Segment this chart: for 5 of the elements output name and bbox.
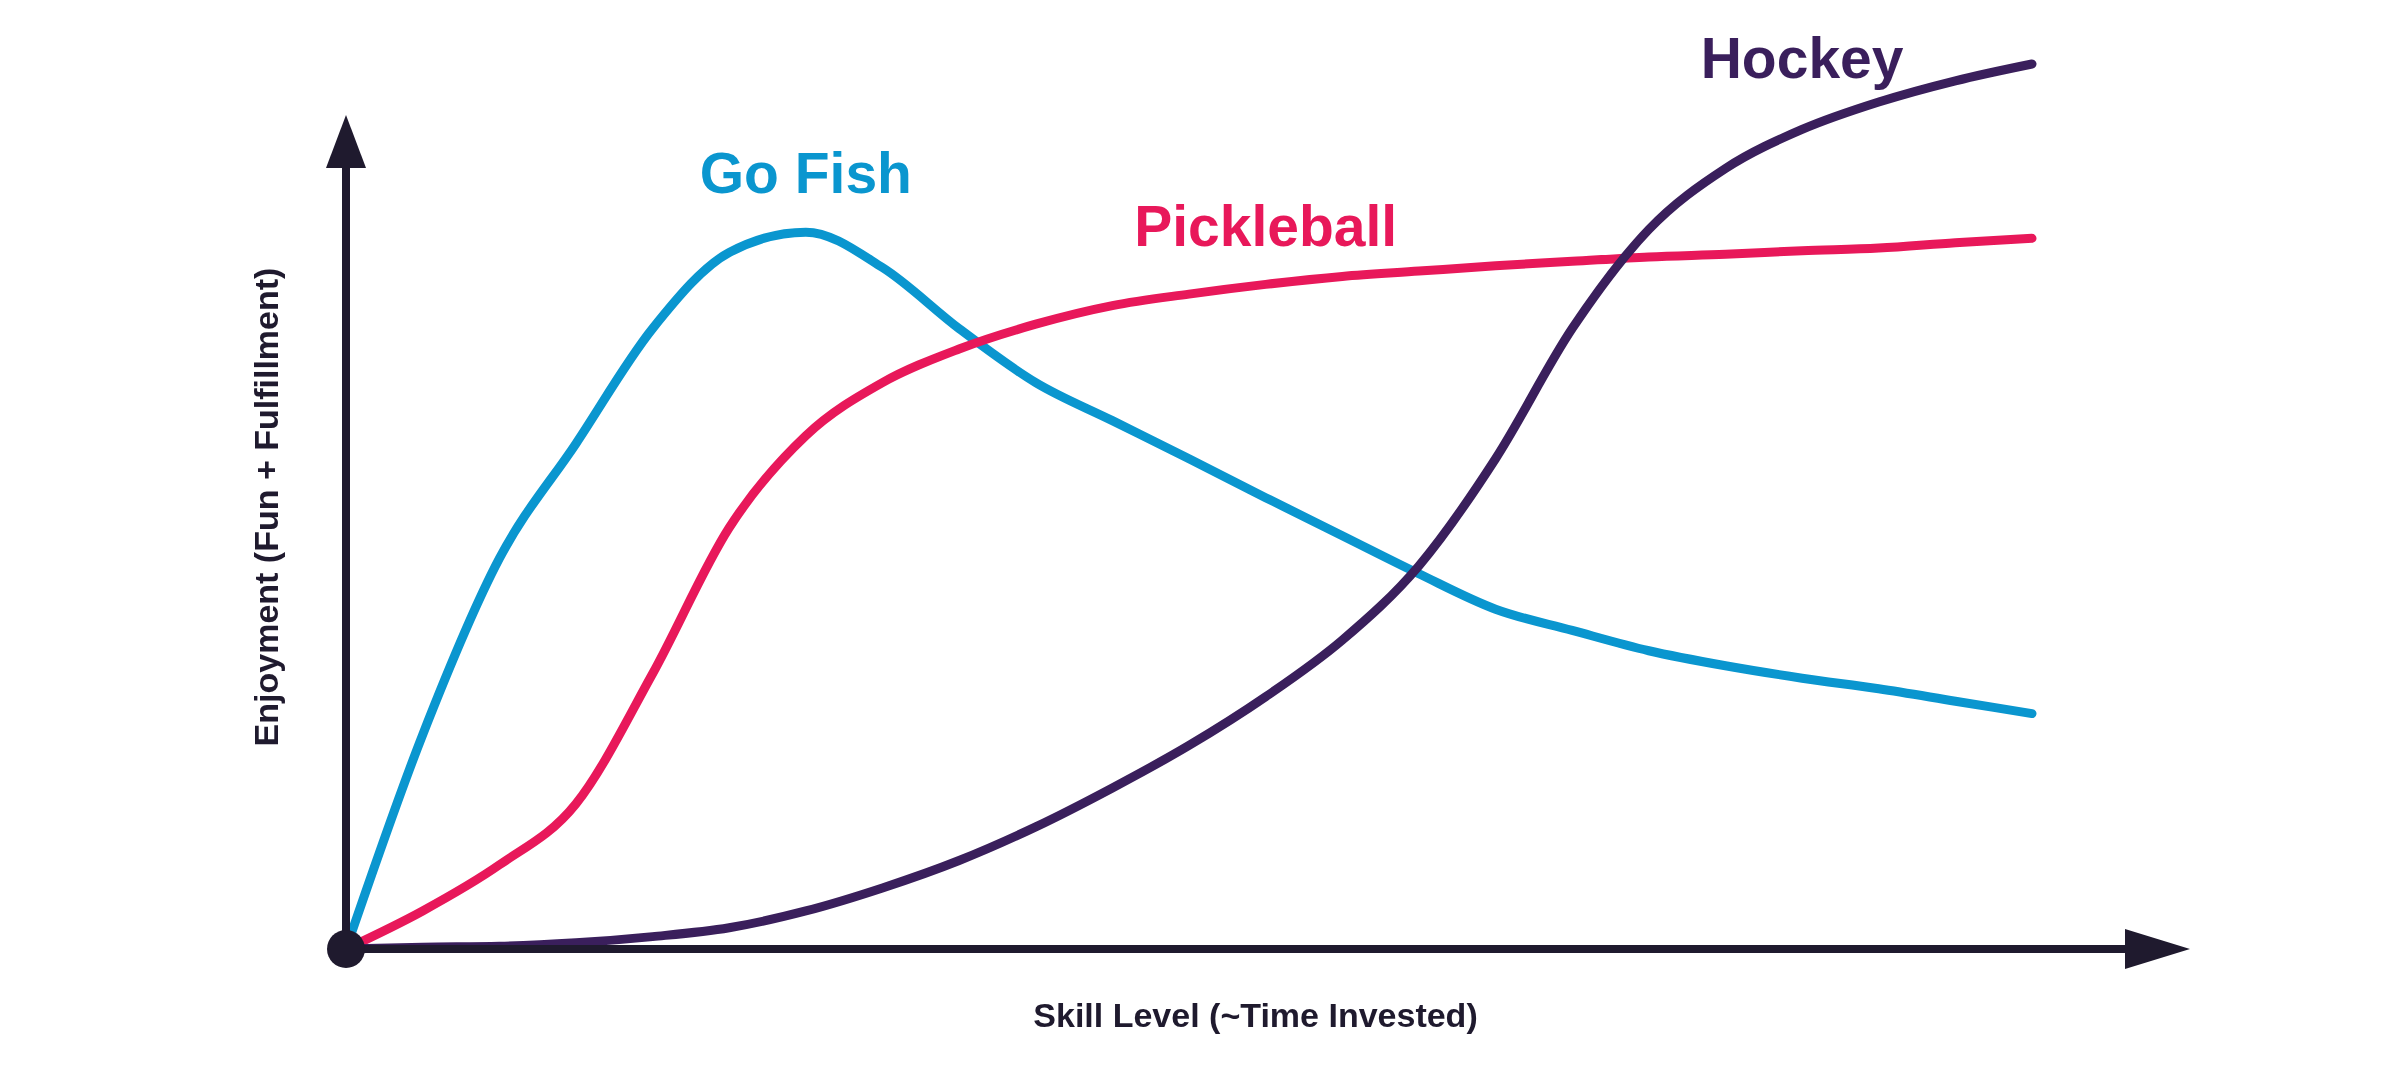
y-axis-title: Enjoyment (Fun + Fulfillment): [246, 267, 285, 747]
x-axis-title: Skill Level (~Time Invested): [1033, 995, 1478, 1034]
series-label: Hockey: [1700, 25, 1904, 90]
series-label: Go Fish: [699, 140, 912, 205]
series-label: Pickleball: [1134, 194, 1398, 259]
